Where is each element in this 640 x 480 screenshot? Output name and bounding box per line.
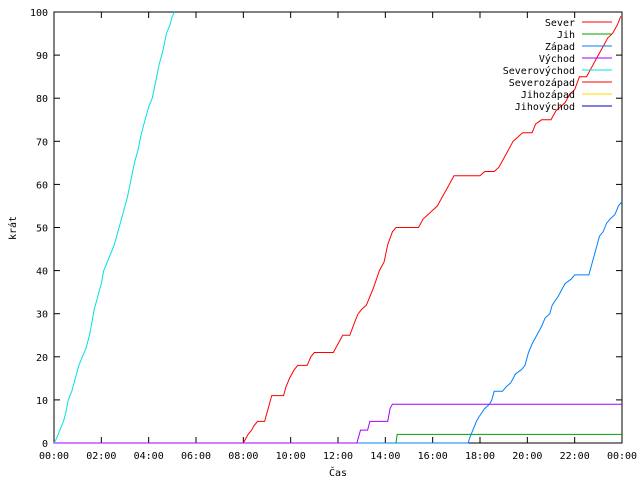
x-tick-label: 10:00 [276,451,306,462]
y-tick-label: 0 [42,439,48,450]
legend-label: Východ [539,53,575,65]
legend-label: Sever [545,18,575,29]
x-axis-label: Čas [329,466,347,479]
y-tick-label: 60 [36,180,48,191]
legend-label: Západ [545,41,575,53]
x-tick-label: 18:00 [465,451,495,462]
y-tick-label: 40 [36,267,48,278]
series-line-západ [54,201,623,444]
x-tick-label: 02:00 [86,451,116,462]
series-layer [53,11,623,444]
x-tick-label: 08:00 [228,451,258,462]
series-line-sever [54,16,622,444]
y-tick-label: 50 [36,224,48,235]
x-axis: 00:00 02:00 04:00 06:00 08:00 10:00 12:00 14:00… [39,12,637,462]
x-tick-label: 22:00 [560,451,590,462]
legend-label: Jih [557,30,575,41]
y-tick-label: 70 [36,137,48,148]
x-tick-label: 04:00 [134,451,164,462]
x-tick-label: 12:00 [323,451,353,462]
x-tick-label: 20:00 [512,451,542,462]
x-tick-label: 16:00 [418,451,448,462]
legend-label: Severozápad [509,77,575,89]
y-axis: 0 10 20 30 40 50 60 70 80 90 100 [30,8,622,450]
legend-label: Severovýchod [503,65,575,77]
series-line-severovýchod [53,11,176,444]
y-axis-label: krát [7,216,19,240]
y-tick-label: 10 [36,396,48,407]
series-line-východ [54,403,622,444]
x-tick-label: 14:00 [370,451,400,462]
y-tick-label: 80 [36,94,48,105]
x-tick-label: 00:00 [607,451,637,462]
legend-label: Jihovýchod [515,101,575,113]
y-tick-label: 90 [36,51,48,62]
y-tick-label: 100 [30,8,48,19]
x-tick-label: 00:00 [39,451,69,462]
legend: SeverJihZápadVýchodSeverovýchodSeverozáp… [503,18,612,113]
y-tick-label: 20 [36,353,48,364]
x-tick-label: 06:00 [181,451,211,462]
y-tick-label: 30 [36,310,48,321]
legend-label: Jihozápad [521,89,575,101]
